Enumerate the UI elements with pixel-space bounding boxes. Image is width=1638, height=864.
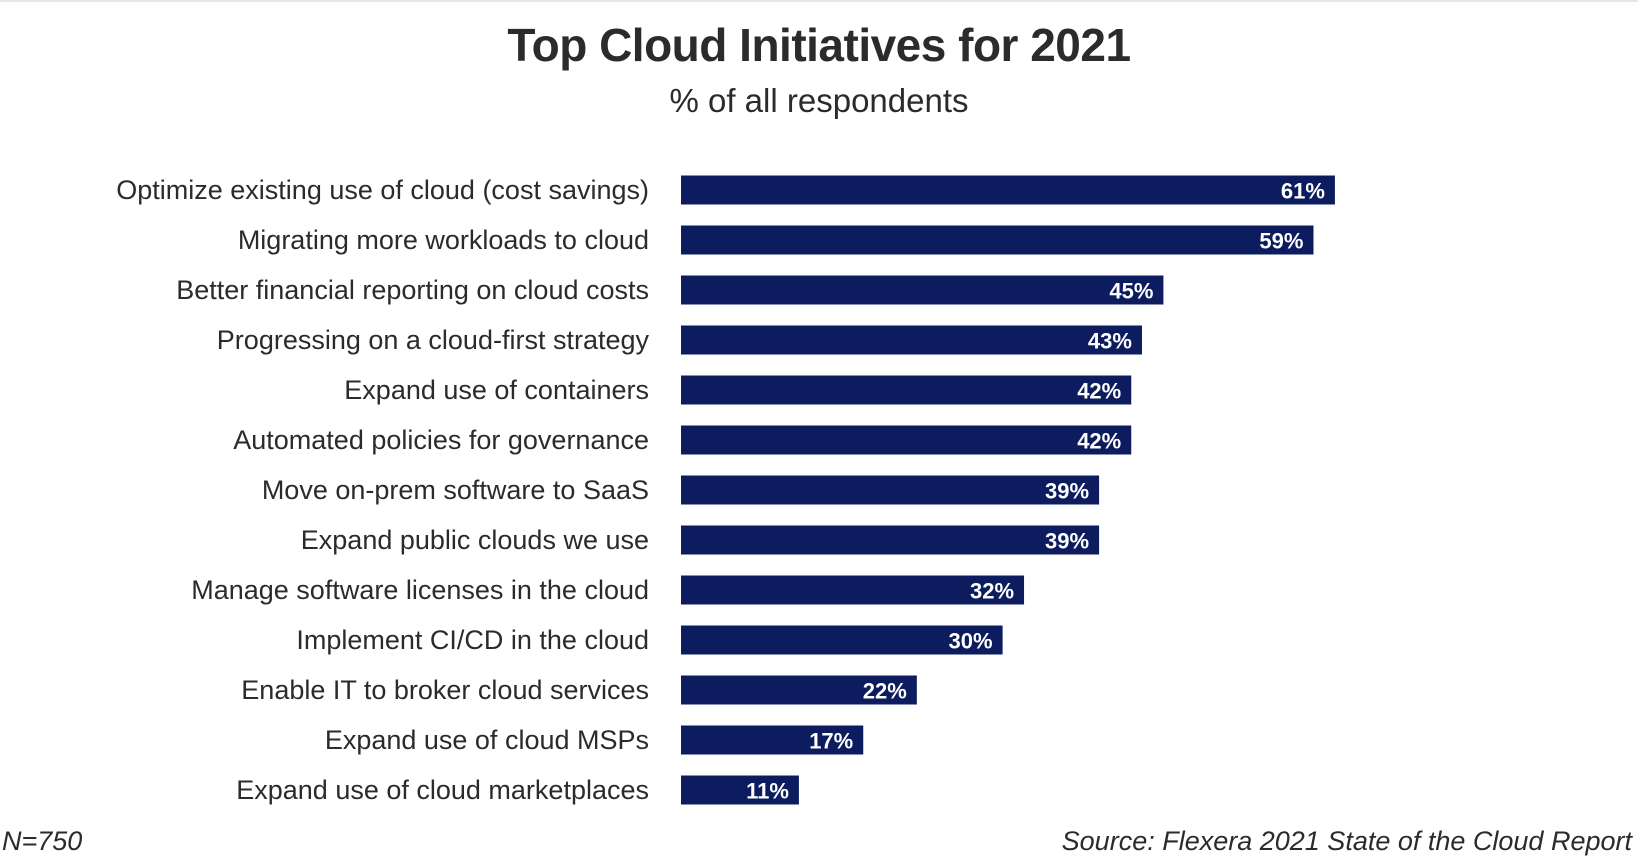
category-label: Migrating more workloads to cloud [238,225,649,255]
bar-value-label: 42% [1077,429,1121,454]
category-label: Move on-prem software to SaaS [262,475,649,505]
category-label: Expand public clouds we use [301,525,649,555]
bar-value-label: 59% [1259,229,1303,254]
bar-value-label: 43% [1088,329,1132,354]
category-label: Manage software licenses in the cloud [191,575,649,605]
bar-value-label: 39% [1045,529,1089,554]
bar [681,325,1142,355]
category-label: Progressing on a cloud-first strategy [217,325,650,355]
bar-value-label: 39% [1045,479,1089,504]
category-label: Expand use of cloud marketplaces [236,775,649,805]
bar-value-label: 45% [1109,279,1153,304]
category-label: Implement CI/CD in the cloud [296,625,649,655]
bar-value-label: 61% [1281,179,1325,204]
bar [681,375,1132,405]
top-divider [0,0,1638,2]
category-label: Expand use of cloud MSPs [325,725,649,755]
bar-value-label: 11% [746,779,789,804]
bar-value-label: 32% [970,579,1014,604]
bar [681,475,1100,505]
category-label: Expand use of containers [344,375,649,405]
bar [681,775,799,805]
sample-size-note: N=750 [2,826,83,856]
category-label: Better financial reporting on cloud cost… [176,275,649,305]
category-label: Optimize existing use of cloud (cost sav… [116,175,649,205]
bar [681,725,864,755]
chart-title: Top Cloud Initiatives for 2021 [507,19,1131,71]
bar-value-label: 22% [863,679,907,704]
bar [681,175,1335,205]
bar [681,225,1314,255]
bar [681,525,1100,555]
bar-value-label: 42% [1077,379,1121,404]
category-label: Automated policies for governance [233,425,649,455]
source-note: Source: Flexera 2021 State of the Cloud … [1061,826,1632,856]
bar [681,575,1025,605]
bar-value-label: 17% [809,729,853,754]
bar-value-label: 30% [949,629,993,654]
category-label: Enable IT to broker cloud services [241,675,649,705]
bar [681,425,1132,455]
chart-subtitle: % of all respondents [669,82,969,119]
bars-layer: Optimize existing use of cloud (cost sav… [116,175,1335,805]
bar [681,675,917,705]
bar [681,625,1003,655]
bar [681,275,1164,305]
